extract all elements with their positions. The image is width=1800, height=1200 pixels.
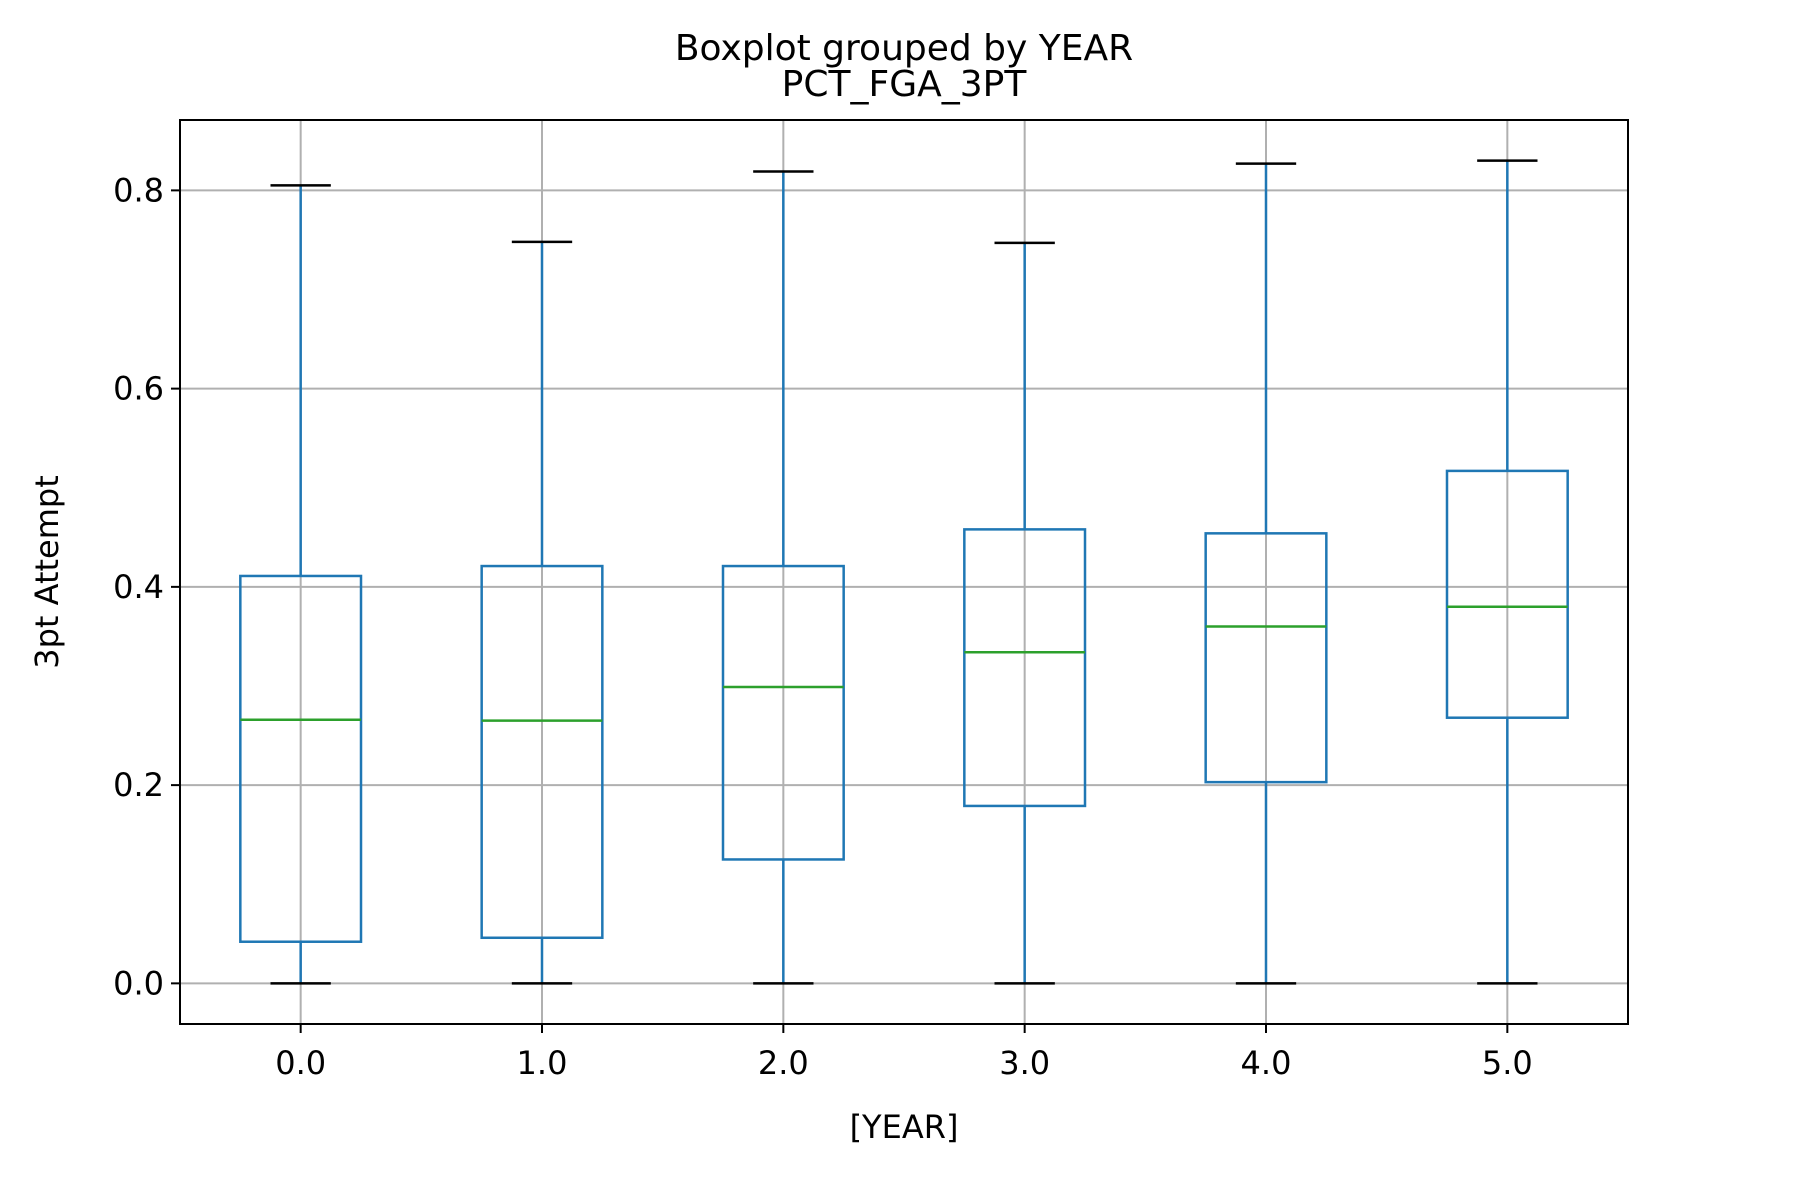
box-2.0 bbox=[721, 170, 845, 985]
x-tick-label: 4.0 bbox=[1241, 1044, 1292, 1082]
x-axis-label: [YEAR] bbox=[850, 1108, 959, 1146]
x-tick-label: 3.0 bbox=[999, 1044, 1050, 1082]
iqr-box bbox=[239, 574, 363, 943]
grid-lines bbox=[180, 120, 1628, 1024]
box-0.0 bbox=[239, 184, 363, 985]
y-tick-label: 0.4 bbox=[113, 568, 164, 606]
iqr-box bbox=[1445, 469, 1569, 719]
y-tick-label: 0.8 bbox=[113, 171, 164, 209]
ticks-layer: 0.0 1.0 2.0 3.0 4.0 5.0 0.0 0.2 0.4 0.6 0.8 bbox=[113, 171, 1533, 1082]
box-4.0 bbox=[1204, 162, 1328, 985]
x-tick-label: 0.0 bbox=[275, 1044, 326, 1082]
iqr-box bbox=[1204, 532, 1328, 784]
box-3.0 bbox=[963, 241, 1087, 985]
chart-title: PCT_FGA_3PT bbox=[782, 64, 1028, 105]
boxes-layer bbox=[239, 159, 1569, 985]
iqr-box bbox=[963, 528, 1087, 808]
x-tick-label: 1.0 bbox=[517, 1044, 568, 1082]
x-tick-label: 5.0 bbox=[1482, 1044, 1533, 1082]
y-axis-label: 3pt Attempt bbox=[28, 475, 66, 669]
chart-suptitle: Boxplot grouped by YEAR bbox=[675, 28, 1133, 69]
y-tick-label: 0.0 bbox=[113, 964, 164, 1002]
y-tick-label: 0.2 bbox=[113, 766, 164, 804]
iqr-box bbox=[480, 564, 604, 940]
y-tick-label: 0.6 bbox=[113, 370, 164, 408]
box-5.0 bbox=[1445, 159, 1569, 985]
box-1.0 bbox=[480, 240, 604, 985]
x-tick-label: 2.0 bbox=[758, 1044, 809, 1082]
iqr-box bbox=[721, 564, 845, 861]
plot-frame bbox=[179, 119, 1629, 1025]
